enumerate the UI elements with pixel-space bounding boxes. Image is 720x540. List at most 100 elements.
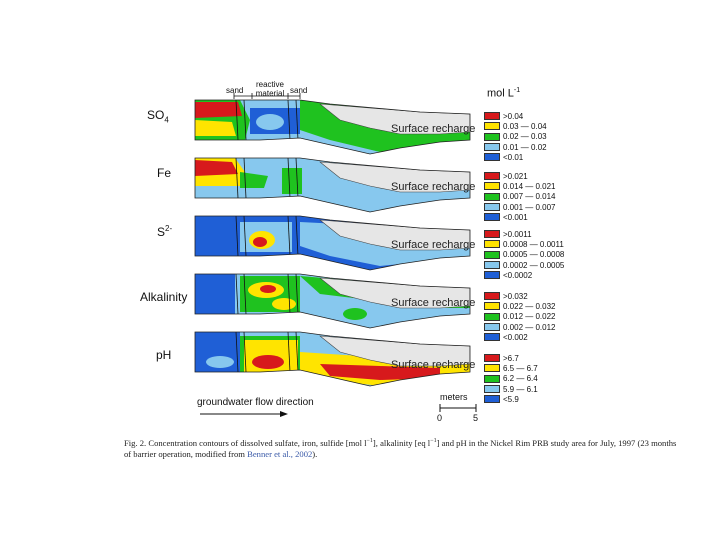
legend-label: 0.014 — 0.021 <box>503 181 556 191</box>
legend-swatch <box>484 213 500 222</box>
legend-swatch <box>484 230 500 239</box>
legend-swatch <box>484 364 500 373</box>
legend-label: <0.01 <box>503 152 524 162</box>
legend-item: <5.9 <box>484 394 538 404</box>
legend: >6.7 6.5 — 6.7 6.2 — 6.4 5.9 — 6.1 <5.9 <box>484 353 538 404</box>
legend-swatch <box>484 122 500 131</box>
legend-swatch <box>484 203 500 212</box>
legend-item: 6.5 — 6.7 <box>484 363 538 373</box>
legend-swatch <box>484 153 500 162</box>
panel-label: Alkalinity <box>140 290 187 304</box>
legend-swatch <box>484 395 500 404</box>
legend-label: 0.022 — 0.032 <box>503 301 556 311</box>
legend-label: 0.01 — 0.02 <box>503 142 547 152</box>
reference-link[interactable]: Benner et al., 2002 <box>247 448 313 459</box>
legend-label: 5.9 — 6.1 <box>503 384 538 394</box>
legend-swatch <box>484 132 500 141</box>
legend-swatch <box>484 240 500 249</box>
legend-swatch <box>484 271 500 280</box>
legend-label: <5.9 <box>503 394 519 404</box>
legend-label: 0.0008 — 0.0011 <box>503 239 564 249</box>
reactive-line1: reactive <box>255 80 284 89</box>
legend-item: 0.01 — 0.02 <box>484 142 547 152</box>
legend-label: 0.007 — 0.014 <box>503 192 556 202</box>
legend-swatch <box>484 112 500 121</box>
legend-item: <0.001 <box>484 212 555 222</box>
legend-item: 0.012 — 0.022 <box>484 312 555 322</box>
surface-recharge-label: Surface recharge <box>391 239 476 251</box>
scale-start: 0 <box>437 413 443 423</box>
legend-item: 0.0002 — 0.0005 <box>484 260 564 270</box>
panel-label-text: SO <box>147 108 165 122</box>
surface-recharge-label: Surface recharge <box>391 123 476 135</box>
sand-right-label: sand <box>290 86 308 95</box>
panel-label: S2- <box>157 224 172 239</box>
legend-swatch <box>484 261 500 270</box>
panel-label-text: pH <box>156 348 172 362</box>
legend-item: 0.007 — 0.014 <box>484 192 555 202</box>
legend-swatch <box>484 182 500 191</box>
legend-swatch <box>484 302 500 311</box>
legend-item: 5.9 — 6.1 <box>484 384 538 394</box>
legend-swatch <box>484 250 500 259</box>
surface-recharge-label: Surface recharge <box>391 359 476 371</box>
contour-panel <box>194 273 471 329</box>
legend-item: <0.0002 <box>484 270 564 280</box>
legend-label: <0.001 <box>503 212 528 222</box>
legend-item: >0.0011 <box>484 229 564 239</box>
legend-item: >6.7 <box>484 353 538 363</box>
legend-label: >0.0011 <box>503 229 532 239</box>
reactive-material-label: reactive material <box>248 80 292 98</box>
legend: >0.021 0.014 — 0.021 0.007 — 0.014 0.001 — … <box>484 171 555 222</box>
legend-label: 6.5 — 6.7 <box>503 363 538 373</box>
legend-item: 0.002 — 0.012 <box>484 322 555 332</box>
legend-label: >0.032 <box>503 291 528 301</box>
legend-swatch <box>484 323 500 332</box>
panel-label: Fe <box>157 166 171 180</box>
legend-label: 0.001 — 0.007 <box>503 202 556 212</box>
legend-label: 0.0005 — 0.0008 <box>503 250 565 260</box>
legend-label: 0.0002 — 0.0005 <box>503 260 565 270</box>
contour-panel <box>194 99 471 155</box>
panel-label-subscript: 4 <box>164 115 169 125</box>
legend-label: 0.02 — 0.03 <box>503 132 547 142</box>
legend: >0.032 0.022 — 0.032 0.012 — 0.022 0.002 — … <box>484 291 555 342</box>
legend-item: 0.0008 — 0.0011 <box>484 239 564 249</box>
legend-label: 6.2 — 6.4 <box>503 374 538 384</box>
scale-end: 5 <box>473 413 479 423</box>
legend: >0.04 0.03 — 0.04 0.02 — 0.03 0.01 — 0.02 <0… <box>484 111 547 162</box>
legend-label: >0.04 <box>503 111 524 121</box>
legend-item: 0.001 — 0.007 <box>484 202 555 212</box>
contour-panel <box>194 157 471 213</box>
legend-swatch <box>484 333 500 342</box>
legend-swatch <box>484 374 500 383</box>
panel-label-superscript: 2- <box>165 224 173 233</box>
legend-label: >0.021 <box>503 171 528 181</box>
legend-swatch <box>484 385 500 394</box>
legend-item: >0.032 <box>484 291 555 301</box>
legend-item: 0.02 — 0.03 <box>484 132 547 142</box>
surface-recharge-label: Surface recharge <box>391 297 476 309</box>
legend-label: <0.0002 <box>503 270 533 280</box>
panel-label-text: Fe <box>157 166 172 180</box>
legend-swatch <box>484 292 500 301</box>
panel-label: pH <box>156 348 171 362</box>
surface-recharge-label: Surface recharge <box>391 181 476 193</box>
legend-label: >6.7 <box>503 353 519 363</box>
legend-item: 0.0005 — 0.0008 <box>484 250 564 260</box>
panel-label-text: Alkalinity <box>140 290 188 304</box>
scale-title: meters <box>440 392 468 402</box>
legend-item: >0.04 <box>484 111 547 121</box>
legend-item: 0.014 — 0.021 <box>484 181 555 191</box>
legend-label: 0.012 — 0.022 <box>503 312 556 322</box>
reactive-line2: material <box>255 89 285 98</box>
contour-panel <box>194 331 471 387</box>
legend-label: <0.002 <box>503 332 528 342</box>
legend-swatch <box>484 192 500 201</box>
legend-label: 0.03 — 0.04 <box>503 121 547 131</box>
legend-swatch <box>484 354 500 363</box>
legend-item: <0.01 <box>484 152 547 162</box>
legend-swatch <box>484 172 500 181</box>
